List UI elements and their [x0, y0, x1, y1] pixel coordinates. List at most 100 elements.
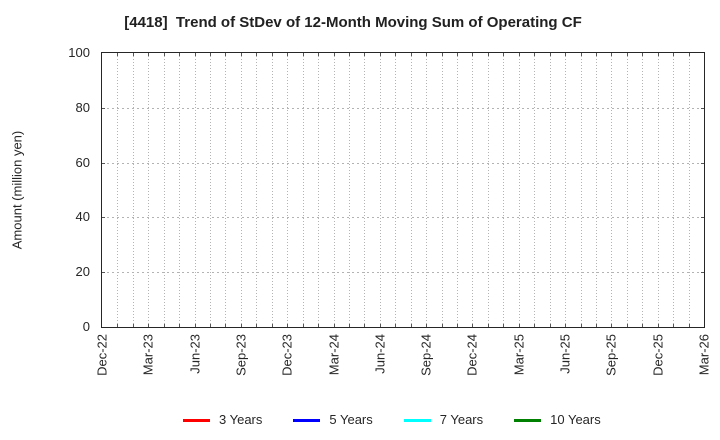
- x-tick-mark-bottom: [673, 324, 675, 327]
- x-tick-label: Mar-23: [140, 334, 156, 376]
- x-tick-mark-top: [426, 53, 428, 56]
- legend-label: 5 Years: [329, 412, 373, 427]
- vertical-gridline: [503, 53, 505, 327]
- x-tick-mark-bottom: [132, 324, 134, 327]
- vertical-gridline: [348, 53, 350, 327]
- x-tick-label: Dec-22: [94, 334, 110, 376]
- y-tick-mark-left: [102, 107, 105, 109]
- legend-item: 7 Years: [403, 412, 484, 428]
- x-tick-mark-bottom: [302, 324, 304, 327]
- vertical-gridline: [595, 53, 597, 327]
- legend-label: 10 Years: [550, 412, 601, 427]
- x-tick-mark-bottom: [688, 324, 690, 327]
- vertical-gridline: [194, 53, 196, 327]
- x-tick-label: Jun-23: [187, 334, 203, 374]
- x-tick-mark-top: [441, 53, 443, 56]
- vertical-gridline: [487, 53, 489, 327]
- vertical-gridline: [148, 53, 150, 327]
- x-tick-mark-top: [256, 53, 258, 56]
- legend-label: 7 Years: [439, 412, 484, 427]
- x-tick-label: Dec-24: [464, 334, 480, 376]
- legend-item: 10 Years: [514, 412, 601, 428]
- legend-line-swatch: [183, 418, 210, 422]
- x-tick-label: Mar-25: [511, 334, 527, 376]
- vertical-gridline: [673, 53, 675, 327]
- x-tick-mark-bottom: [194, 324, 196, 327]
- x-tick-mark-top: [210, 53, 212, 56]
- x-tick-mark-bottom: [179, 324, 181, 327]
- x-tick-mark-top: [688, 53, 690, 56]
- y-tick-label: 40: [75, 209, 90, 225]
- x-tick-mark-top: [348, 53, 350, 56]
- y-tick-label: 80: [75, 99, 90, 115]
- x-tick-mark-top: [518, 53, 520, 56]
- vertical-gridline: [210, 53, 212, 327]
- x-tick-mark-top: [626, 53, 628, 56]
- x-tick-mark-bottom: [256, 324, 258, 327]
- x-tick-mark-bottom: [240, 324, 242, 327]
- x-tick-mark-top: [395, 53, 397, 56]
- x-tick-mark-top: [534, 53, 536, 56]
- x-tick-mark-top: [611, 53, 613, 56]
- x-tick-mark-top: [549, 53, 551, 56]
- x-tick-mark-bottom: [580, 324, 582, 327]
- x-tick-mark-top: [179, 53, 181, 56]
- vertical-gridline: [287, 53, 289, 327]
- vertical-gridline: [364, 53, 366, 327]
- vertical-gridline: [302, 53, 304, 327]
- legend-item: 5 Years: [293, 412, 373, 428]
- x-tick-mark-top: [117, 53, 119, 56]
- x-tick-mark-top: [240, 53, 242, 56]
- x-tick-mark-top: [333, 53, 335, 56]
- vertical-gridline: [534, 53, 536, 327]
- x-tick-mark-bottom: [642, 324, 644, 327]
- y-tick-label: 0: [82, 319, 90, 334]
- x-tick-mark-top: [657, 53, 659, 56]
- x-tick-label: Jun-24: [372, 334, 388, 374]
- x-tick-mark-top: [642, 53, 644, 56]
- x-tick-mark-top: [472, 53, 474, 56]
- x-tick-mark-bottom: [364, 324, 366, 327]
- y-tick-mark-right: [701, 107, 704, 109]
- vertical-gridline: [240, 53, 242, 327]
- x-tick-label: Jun-25: [557, 334, 573, 374]
- legend: 3 Years 5 Years 7 Years 10 Years: [183, 412, 601, 428]
- x-tick-mark-top: [565, 53, 567, 56]
- legend-line-swatch: [293, 418, 321, 422]
- x-tick-mark-top: [132, 53, 134, 56]
- x-tick-mark-bottom: [518, 324, 520, 327]
- x-tick-mark-bottom: [117, 324, 119, 327]
- x-tick-mark-top: [379, 53, 381, 56]
- x-tick-label: Sep-24: [418, 334, 434, 376]
- x-tick-mark-bottom: [287, 324, 289, 327]
- x-tick-mark-bottom: [348, 324, 350, 327]
- vertical-gridline: [117, 53, 119, 327]
- x-tick-mark-bottom: [487, 324, 489, 327]
- vertical-gridline: [657, 53, 659, 327]
- x-tick-mark-top: [302, 53, 304, 56]
- y-tick-label: 100: [68, 45, 90, 60]
- y-tick-mark-left: [102, 217, 105, 219]
- horizontal-gridline: [102, 107, 704, 109]
- vertical-gridline: [132, 53, 134, 327]
- vertical-gridline: [518, 53, 520, 327]
- y-tick-label: 20: [75, 264, 90, 280]
- chart-title: [4418] Trend of StDev of 12-Month Moving…: [124, 14, 582, 31]
- y-tick-mark-left: [102, 272, 105, 274]
- legend-line-swatch: [514, 418, 542, 422]
- x-tick-label: Mar-24: [326, 334, 342, 376]
- vertical-gridline: [426, 53, 428, 327]
- legend-line-swatch: [403, 418, 431, 422]
- x-tick-mark-bottom: [534, 324, 536, 327]
- x-tick-mark-bottom: [318, 324, 320, 327]
- y-tick-mark-right: [701, 217, 704, 219]
- x-tick-mark-bottom: [163, 324, 165, 327]
- vertical-gridline: [395, 53, 397, 327]
- x-tick-mark-top: [410, 53, 412, 56]
- x-tick-mark-top: [487, 53, 489, 56]
- plot-area: [101, 52, 705, 328]
- x-tick-mark-bottom: [626, 324, 628, 327]
- x-tick-mark-top: [457, 53, 459, 56]
- x-tick-label: Dec-25: [650, 334, 666, 376]
